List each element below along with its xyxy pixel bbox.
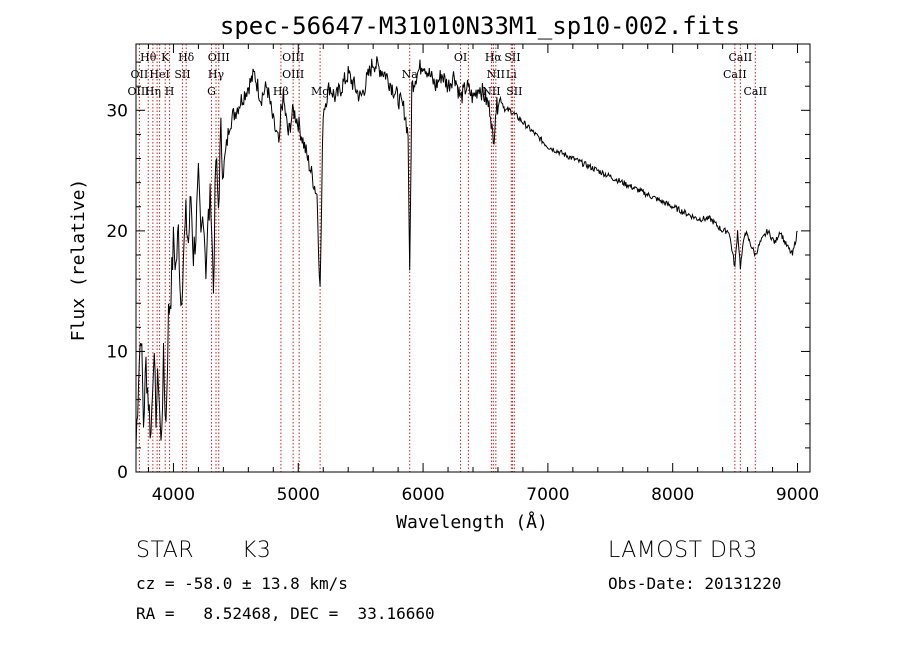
line-label: OIII [127,85,149,98]
line-label: CaII [723,68,747,81]
y-tick-label: 0 [117,463,128,483]
line-label: SII [504,51,520,64]
line-label: H [165,85,175,98]
object-class: STAR [136,538,195,563]
line-label: OIII [208,51,230,64]
x-tick-label: 7000 [526,485,569,505]
line-label: Hη [145,85,161,98]
object-subclass: K3 [242,538,272,563]
survey-name: LAMOST DR3 [608,538,758,563]
line-label: OIII [282,68,304,81]
x-tick-label: 6000 [401,485,444,505]
line-label: OII [131,68,149,81]
y-axis-label: Flux (relative) [68,179,89,342]
x-tick-label: 5000 [277,485,320,505]
line-label: Li [506,68,517,81]
line-label: Na [402,68,419,81]
line-label: CaII [729,51,753,64]
line-label: SII [506,85,522,98]
line-label: CaII [743,85,767,98]
flux-series-line [135,56,798,449]
line-label: HeI [149,68,169,81]
y-tick-label: 10 [106,342,128,362]
line-label: K [161,51,170,64]
y-tick-label: 30 [106,101,128,121]
x-tick-label: 9000 [776,485,819,505]
redshift-cz: cz = -58.0 ± 13.8 km/s [136,574,348,593]
line-label: Hδ [178,51,195,64]
line-label: OI [454,51,467,64]
line-label: G [207,85,216,98]
line-label: NII [482,85,500,98]
line-label: Hγ [208,68,225,81]
obs-date: Obs-Date: 20131220 [608,574,782,593]
y-tick-label: 20 [106,222,128,242]
line-label: OIII [282,51,304,64]
ra-dec: RA = 8.52468, DEC = 33.16660 [136,604,435,623]
x-axis-label: Wavelength (Å) [396,511,548,533]
line-label: Hα [485,51,503,64]
line-label: Mg [311,85,329,98]
line-label: Hβ [273,85,289,98]
line-label: NII [487,68,505,81]
chart-title: spec-56647-M31010N33M1_sp10-002.fits [220,12,740,40]
line-label: Hθ [140,51,157,64]
x-tick-label: 8000 [651,485,694,505]
line-label: SII [174,68,190,81]
x-tick-label: 4000 [152,485,195,505]
